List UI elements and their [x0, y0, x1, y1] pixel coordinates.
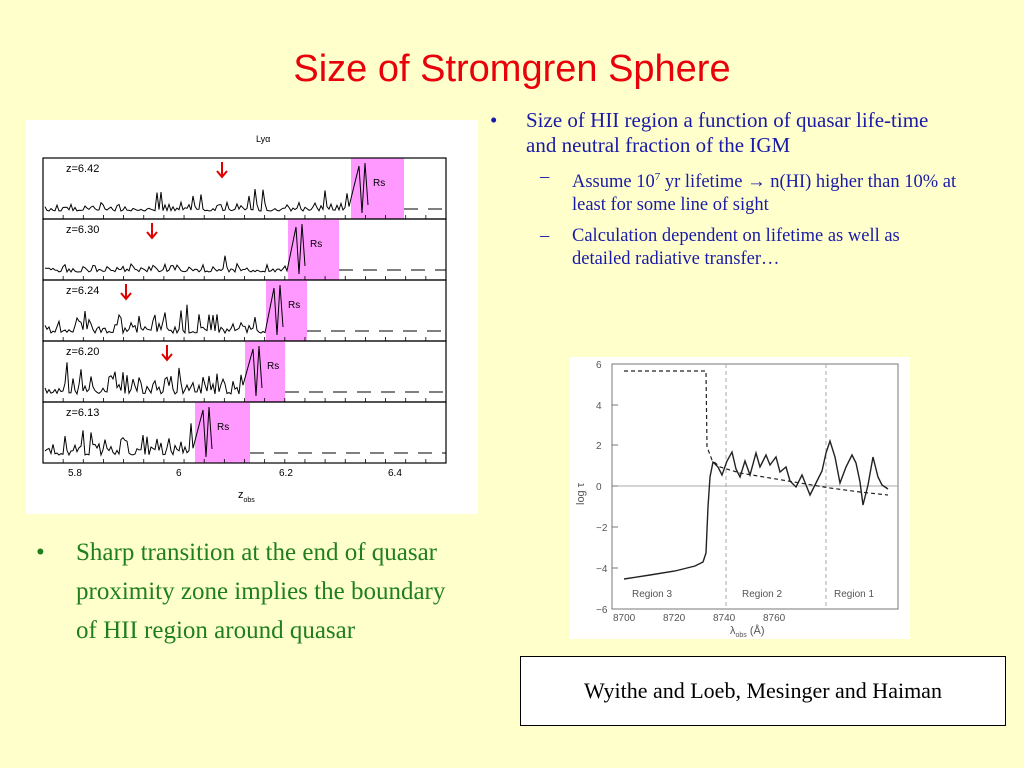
- xtick-label: 5.8: [68, 468, 82, 479]
- sub-bullet-text: Calculation dependent on lifetime as wel…: [572, 226, 900, 270]
- panel-z-label: z=6.42: [66, 163, 99, 175]
- bullet-text: Sharp transition at the end of quasar pr…: [76, 539, 446, 644]
- xtick-label: 8720: [663, 613, 686, 624]
- sub-bullet-item: – Assume 107 yr lifetime → n(HI) higher …: [488, 166, 958, 217]
- ytick-label: −4: [596, 564, 608, 575]
- slide-title: Size of Stromgren Sphere: [293, 48, 731, 90]
- panel-z-label: z=6.30: [66, 224, 99, 236]
- rs-label: Rs: [373, 178, 385, 189]
- xtick-label: 6: [176, 468, 182, 479]
- down-arrow-icon: [146, 223, 158, 240]
- panel-z-label: z=6.13: [66, 407, 99, 419]
- down-arrow-icon: [161, 345, 173, 362]
- bullet-marker: •: [36, 539, 45, 566]
- spectra-figure: Lyα z=6.42 Rs z=6.30 Rs z=6.24 Rs z=6.20 Rs z=6.…: [26, 120, 478, 514]
- xtick-label: 6.2: [279, 468, 293, 479]
- bullet-text: Size of HII region a function of quasar …: [526, 108, 929, 157]
- spectrum-panel: z=6.20 Rs: [42, 340, 447, 403]
- spectrum-panel: z=6.13 Rs: [42, 401, 447, 464]
- bullet-item: • Sharp transition at the end of quasar …: [36, 533, 456, 650]
- dash-marker: –: [540, 226, 550, 247]
- right-bullet-list: • Size of HII region a function of quasa…: [488, 108, 958, 271]
- sub-bullet-text: Assume 107 yr lifetime → n(HI) higher th…: [572, 171, 957, 216]
- region-label: Region 3: [632, 589, 672, 600]
- x-axis-label: λobs (Å): [730, 624, 765, 639]
- rs-label: Rs: [217, 422, 229, 433]
- ytick-label: 0: [596, 482, 602, 493]
- down-arrow-icon: [216, 162, 228, 179]
- rs-label: Rs: [267, 361, 279, 372]
- ytick-label: 4: [596, 401, 602, 412]
- ytick-label: 2: [596, 441, 602, 452]
- rs-label: Rs: [288, 300, 300, 311]
- rs-label: Rs: [310, 239, 322, 250]
- ytick-label: −6: [596, 605, 608, 616]
- down-arrow-icon: [120, 284, 132, 301]
- panel-z-label: z=6.24: [66, 285, 99, 297]
- tau-simulated-line: [623, 438, 889, 580]
- y-axis-label: log τ: [575, 482, 587, 505]
- citation-box: Wyithe and Loeb, Mesinger and Haiman: [520, 656, 1006, 726]
- x-axis-label: zobs: [238, 489, 255, 504]
- spectrum-panel: z=6.24 Rs: [42, 279, 447, 342]
- sub-bullet-item: – Calculation dependent on lifetime as w…: [488, 225, 958, 271]
- spectrum-panel: z=6.30 Rs: [42, 218, 447, 281]
- spectrum-panel: z=6.42 Rs: [42, 157, 447, 220]
- dash-marker: –: [540, 167, 550, 187]
- region-label: Region 1: [834, 589, 874, 600]
- tau-model-dashed: [624, 370, 889, 496]
- xtick-label: 6.4: [388, 468, 402, 479]
- xtick-label: 8760: [763, 613, 786, 624]
- xtick-label: 8740: [713, 613, 736, 624]
- region-label: Region 2: [742, 589, 782, 600]
- bullet-marker: •: [490, 108, 498, 132]
- optical-depth-figure: 6 4 2 0 −2 −4 −6 8700 8720 8740 8760 Region 3 Reg…: [570, 357, 910, 639]
- xtick-label: 8700: [613, 613, 636, 624]
- lya-label: Lyα: [256, 134, 270, 144]
- ytick-label: −2: [596, 523, 608, 534]
- left-bullet-list: • Sharp transition at the end of quasar …: [36, 533, 456, 650]
- panel-z-label: z=6.20: [66, 346, 99, 358]
- bullet-item: • Size of HII region a function of quasa…: [488, 108, 958, 158]
- ytick-label: 6: [596, 360, 602, 371]
